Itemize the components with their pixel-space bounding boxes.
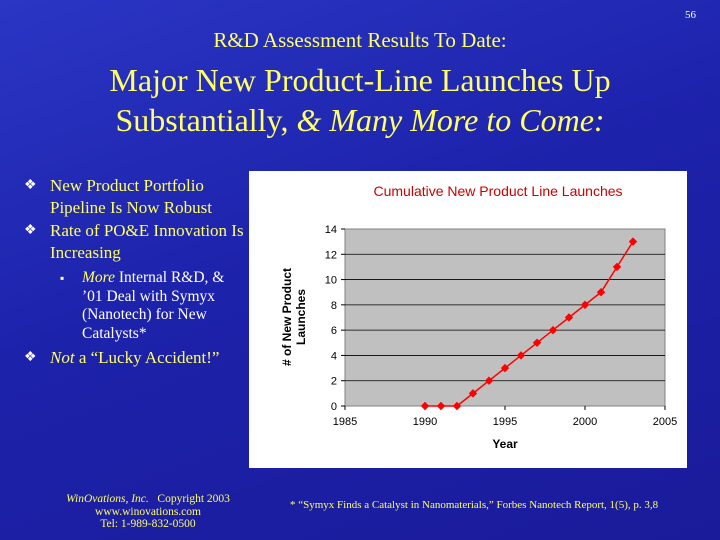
y-tick-label: 6 [331, 325, 337, 337]
title-line-2-plain: Substantially, [115, 102, 297, 138]
chart-panel: Cumulative New Product Line Launches 198… [249, 171, 687, 468]
line-chart: Cumulative New Product Line Launches 198… [280, 183, 677, 451]
telephone: Tel: 1-989-832-0500 [100, 518, 196, 530]
title-line-1: Major New Product-Line Launches Up [109, 62, 611, 98]
copyright: Copyright 2003 [157, 493, 230, 505]
x-tick-label: 2005 [653, 416, 677, 428]
bullet-text: New Product Portfolio Pipeline Is Now Ro… [50, 176, 212, 217]
x-tick-label: 1985 [333, 416, 357, 428]
y-tick-label: 2 [331, 376, 337, 388]
bullet-text: Rate of PO&E Innovation Is Increasing [50, 221, 244, 262]
diamond-flower-bullet-icon: ❖ [24, 223, 37, 238]
title-line-2-italic: & Many More to Come: [296, 102, 605, 138]
sub-bullet-item: ▪ More Internal R&D, & ’01 Deal with Sym… [22, 269, 247, 343]
plot-area [344, 228, 666, 407]
y-tick-label: 10 [325, 275, 337, 287]
title-line-2: Substantially, & Many More to Come: [0, 100, 720, 140]
y-axis: 0 2 4 6 8 10 12 14 [325, 224, 345, 413]
chart-title: Cumulative New Product Line Launches [373, 183, 622, 199]
data-point [612, 262, 622, 272]
company-name: WinOvations, Inc. [66, 493, 149, 505]
sub-bullet-text: Internal R&D, & ’01 Deal with Symyx (Nan… [82, 269, 225, 342]
sub-bullet-italic: More [82, 269, 115, 286]
data-point [500, 363, 510, 373]
y-tick-label: 12 [325, 249, 337, 261]
series-line [425, 241, 634, 407]
y-tick-label: 0 [331, 401, 337, 413]
data-point [596, 288, 606, 297]
y-tick-label: 4 [331, 350, 337, 362]
data-points [420, 237, 638, 411]
data-point [468, 389, 478, 398]
x-axis: 1985 1990 1995 2000 2005 [333, 406, 677, 428]
small-square-bullet-icon: ▪ [60, 271, 65, 285]
footnote-citation: * “Symyx Finds a Catalyst in Nanomateria… [290, 499, 659, 511]
data-point [436, 401, 446, 411]
footer-company-line: WinOvations, Inc. Copyright 2003 [48, 493, 248, 506]
data-point [532, 338, 542, 347]
bullet-italic: Not [50, 348, 75, 367]
data-point [580, 300, 590, 310]
data-point [516, 351, 526, 360]
data-point [548, 325, 558, 335]
bullet-item: ❖ New Product Portfolio Pipeline Is Now … [22, 175, 247, 218]
page-number: 56 [685, 9, 696, 21]
bullet-list: ❖ New Product Portfolio Pipeline Is Now … [22, 175, 247, 371]
slide-title: Major New Product-Line Launches Up Subst… [0, 60, 720, 140]
y-tick-label: 14 [325, 224, 337, 236]
x-axis-label: Year [492, 437, 518, 451]
y-axis-label-line-1: # of New Product [280, 268, 294, 366]
bullet-item: ❖ Rate of PO&E Innovation Is Increasing [22, 220, 247, 263]
slide-subtitle: R&D Assessment Results To Date: [213, 28, 507, 52]
y-tick-label: 8 [331, 300, 337, 312]
diamond-flower-bullet-icon: ❖ [24, 350, 37, 365]
diamond-flower-bullet-icon: ❖ [24, 178, 37, 193]
x-tick-label: 1990 [413, 416, 437, 428]
data-point [484, 376, 494, 385]
data-point [420, 401, 430, 411]
website: www.winovations.com [95, 505, 201, 518]
x-tick-label: 1995 [493, 416, 517, 428]
x-tick-label: 2000 [573, 416, 597, 428]
data-point [628, 237, 638, 246]
footer-company-block: WinOvations, Inc. Copyright 2003 www.win… [48, 493, 248, 531]
gridlines [345, 253, 665, 382]
bullet-item: ❖ Not a “Lucky Accident!” [22, 347, 247, 369]
bullet-text: a “Lucky Accident!” [74, 348, 220, 367]
data-point [564, 313, 574, 322]
y-axis-label-line-2: Launches [294, 289, 308, 345]
data-point [452, 401, 462, 411]
